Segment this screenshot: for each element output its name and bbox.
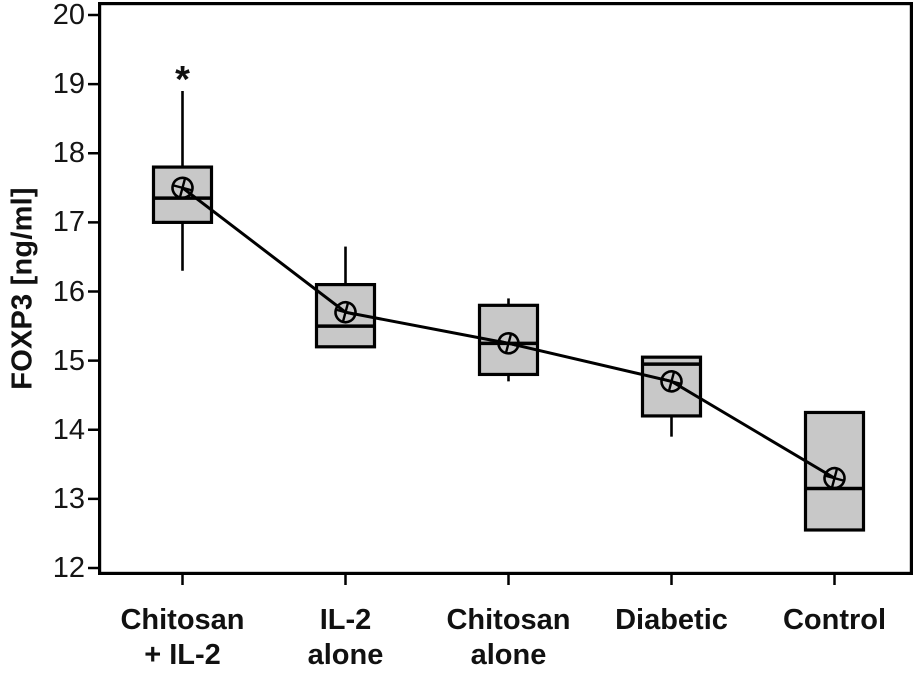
mean-marker-cross xyxy=(667,371,676,392)
category-label-line: alone xyxy=(307,639,384,671)
category-label-line: Control xyxy=(782,604,887,636)
mean-marker xyxy=(823,466,846,490)
category-label: IL-2 alone xyxy=(231,603,461,673)
y-tick-label: 20 xyxy=(52,0,85,31)
plot-frame xyxy=(97,1,913,575)
box xyxy=(803,410,866,532)
mean-marker-cross xyxy=(830,468,839,489)
y-tick-label: 13 xyxy=(52,482,85,515)
mean-marker xyxy=(171,176,194,200)
y-tick-label: 15 xyxy=(52,344,85,377)
mean-marker xyxy=(497,332,520,355)
mean-marker xyxy=(660,370,683,393)
category-label: Chitosan alone xyxy=(394,603,624,673)
y-tick-label: 18 xyxy=(52,137,85,170)
category-label-line: Chitosan xyxy=(446,604,571,636)
y-tick-label: 17 xyxy=(52,206,85,239)
category-label-line: IL-2 xyxy=(319,604,372,636)
mean-marker-cross xyxy=(504,333,513,354)
y-tick-label: 14 xyxy=(52,413,85,446)
y-tick-label: 12 xyxy=(52,552,85,584)
category-label-line: Chitosan xyxy=(120,604,245,636)
y-tick-label: 19 xyxy=(52,68,85,101)
box xyxy=(640,355,703,418)
mean-marker xyxy=(334,300,357,324)
category-label: Chitosan + IL-2 xyxy=(68,603,298,673)
category-label-line: + IL-2 xyxy=(144,639,221,671)
mean-marker-cross xyxy=(341,302,350,323)
category-label-line: Diabetic xyxy=(615,604,728,636)
mean-marker-cross xyxy=(178,177,187,198)
y-tick-label: 16 xyxy=(52,275,85,308)
significance-star: * xyxy=(175,59,190,101)
box xyxy=(151,165,214,224)
category-label-line: alone xyxy=(470,639,547,671)
category-label: Control xyxy=(720,603,916,638)
category-label: Diabetic xyxy=(557,603,787,638)
